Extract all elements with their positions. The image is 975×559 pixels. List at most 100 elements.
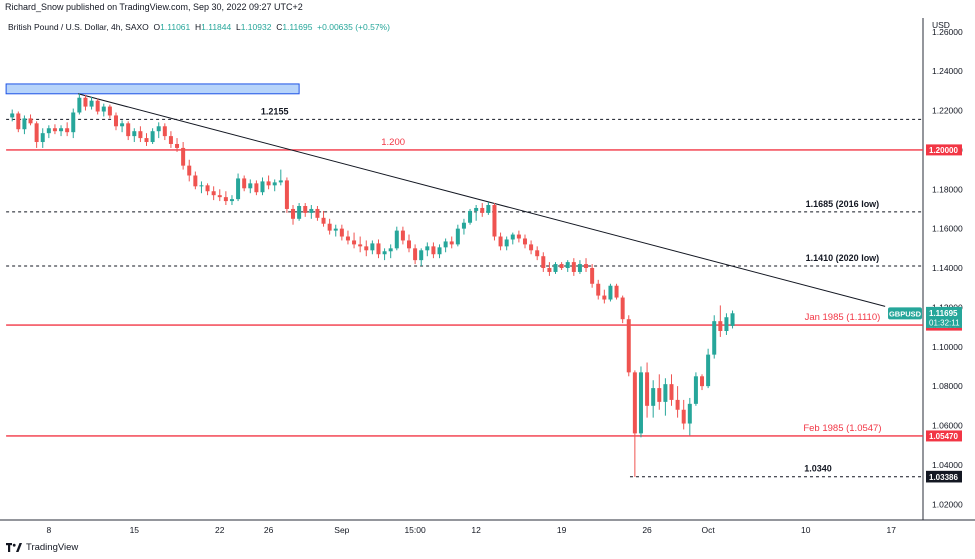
x-tick-label-11: 17	[887, 525, 897, 535]
candle-body-60	[376, 243, 381, 255]
candle-body-39	[248, 183, 253, 189]
candle-body-77	[480, 207, 485, 213]
candle-body-115	[712, 321, 717, 355]
candle-body-3	[28, 118, 33, 124]
candle-body-53	[333, 228, 338, 231]
trendline[interactable]	[78, 93, 886, 307]
low-label: L	[235, 22, 241, 32]
candle-body-114	[706, 354, 711, 387]
high-value: 1.11844	[201, 22, 232, 32]
low-value: 1.10932	[240, 22, 272, 32]
candle-body-18	[120, 123, 125, 127]
candle-body-28	[181, 147, 186, 166]
candle-body-51	[321, 217, 326, 224]
bar-countdown: 01:32:11	[929, 318, 960, 327]
candle-body-110	[681, 409, 686, 424]
y-tick-label-9: 1.08000	[932, 381, 963, 391]
candle-body-95	[590, 268, 595, 284]
candle-body-76	[474, 207, 479, 211]
candle-body-91	[565, 262, 570, 269]
candle-body-102	[632, 372, 637, 434]
candle-body-6	[46, 128, 51, 134]
candle-body-101	[626, 319, 631, 373]
publisher-line: Richard_Snow published on TradingView.co…	[5, 2, 303, 12]
candle-body-64	[400, 230, 405, 241]
candle-body-92	[571, 262, 576, 272]
candle-body-48	[303, 206, 308, 213]
candle-body-38	[242, 178, 247, 189]
candle-body-29	[187, 165, 192, 176]
candle-body-46	[291, 208, 296, 219]
candle-body-1	[16, 113, 21, 130]
candle-body-56	[352, 240, 357, 245]
candle-body-72	[449, 241, 454, 245]
candle-body-106	[657, 388, 662, 402]
resistance-zone[interactable]	[5, 83, 300, 95]
candle-body-81	[504, 239, 509, 247]
candle-body-73	[455, 228, 460, 245]
close-label: C	[276, 22, 283, 32]
candle-body-37	[236, 178, 241, 200]
candle-body-24	[156, 126, 161, 132]
candle-body-111	[687, 403, 692, 424]
candle-body-27	[175, 143, 180, 148]
candle-body-75	[468, 210, 473, 223]
candle-body-19	[126, 123, 131, 137]
candle-body-90	[559, 264, 564, 269]
candle-body-26	[168, 136, 173, 144]
candle-body-67	[419, 250, 424, 261]
x-tick-label-0: 8	[46, 525, 51, 535]
axis-tag-4: 1.03386	[929, 473, 958, 482]
symbol-tag-bg	[888, 307, 922, 320]
x-tick-label-6: 12	[471, 525, 481, 535]
candle-body-88	[547, 268, 552, 272]
candle-body-96	[596, 283, 601, 296]
candle-body-25	[162, 126, 167, 137]
currency-label: USD	[932, 20, 950, 30]
candle-body-84	[522, 238, 527, 245]
x-tick-label-8: 26	[642, 525, 652, 535]
candle-body-103	[638, 372, 643, 434]
candle-body-85	[529, 244, 534, 251]
candle-body-54	[339, 228, 344, 237]
candle-body-69	[431, 246, 436, 255]
candle-body-78	[486, 205, 491, 213]
candle-body-44	[278, 180, 283, 183]
candle-body-14	[95, 100, 100, 112]
candle-body-63	[394, 230, 399, 249]
candle-body-112	[693, 376, 698, 404]
candle-body-13	[89, 100, 94, 107]
x-tick-label-1: 15	[130, 525, 140, 535]
candle-body-0	[10, 113, 15, 118]
tradingview-footer[interactable]: TradingView	[6, 542, 78, 553]
candle-body-8	[59, 128, 64, 132]
candle-body-59	[370, 243, 375, 251]
x-tick-label-10: 10	[801, 525, 811, 535]
y-tick-label-10: 1.06000	[932, 421, 963, 431]
candle-body-16	[107, 106, 112, 116]
candle-body-4	[34, 123, 39, 143]
candle-body-22	[144, 138, 149, 143]
y-tick-label-4: 1.18000	[932, 184, 963, 194]
level-label-6: 1.0340	[804, 464, 832, 474]
candle-body-2	[22, 118, 27, 130]
candle-body-35	[223, 197, 228, 202]
candle-body-83	[516, 234, 521, 239]
current-price-tag: 1.11695	[929, 309, 958, 318]
symbol-tag[interactable]: GBPUSD	[889, 309, 922, 318]
candle-body-116	[718, 321, 723, 332]
level-label-0: 1.2155	[261, 106, 289, 116]
candle-body-94	[584, 264, 589, 269]
candle-body-10	[71, 112, 76, 133]
candle-body-74	[461, 222, 466, 229]
axis-tag-bg-2	[926, 430, 962, 442]
candle-body-9	[65, 128, 70, 133]
x-tick-label-4: Sep	[334, 525, 349, 535]
close-value: 1.11695	[282, 22, 313, 32]
candle-body-79	[492, 205, 497, 237]
candle-body-5	[40, 133, 45, 143]
y-tick-label-1: 1.24000	[932, 66, 963, 76]
candle-body-82	[510, 234, 515, 240]
candle-body-89	[553, 264, 558, 272]
